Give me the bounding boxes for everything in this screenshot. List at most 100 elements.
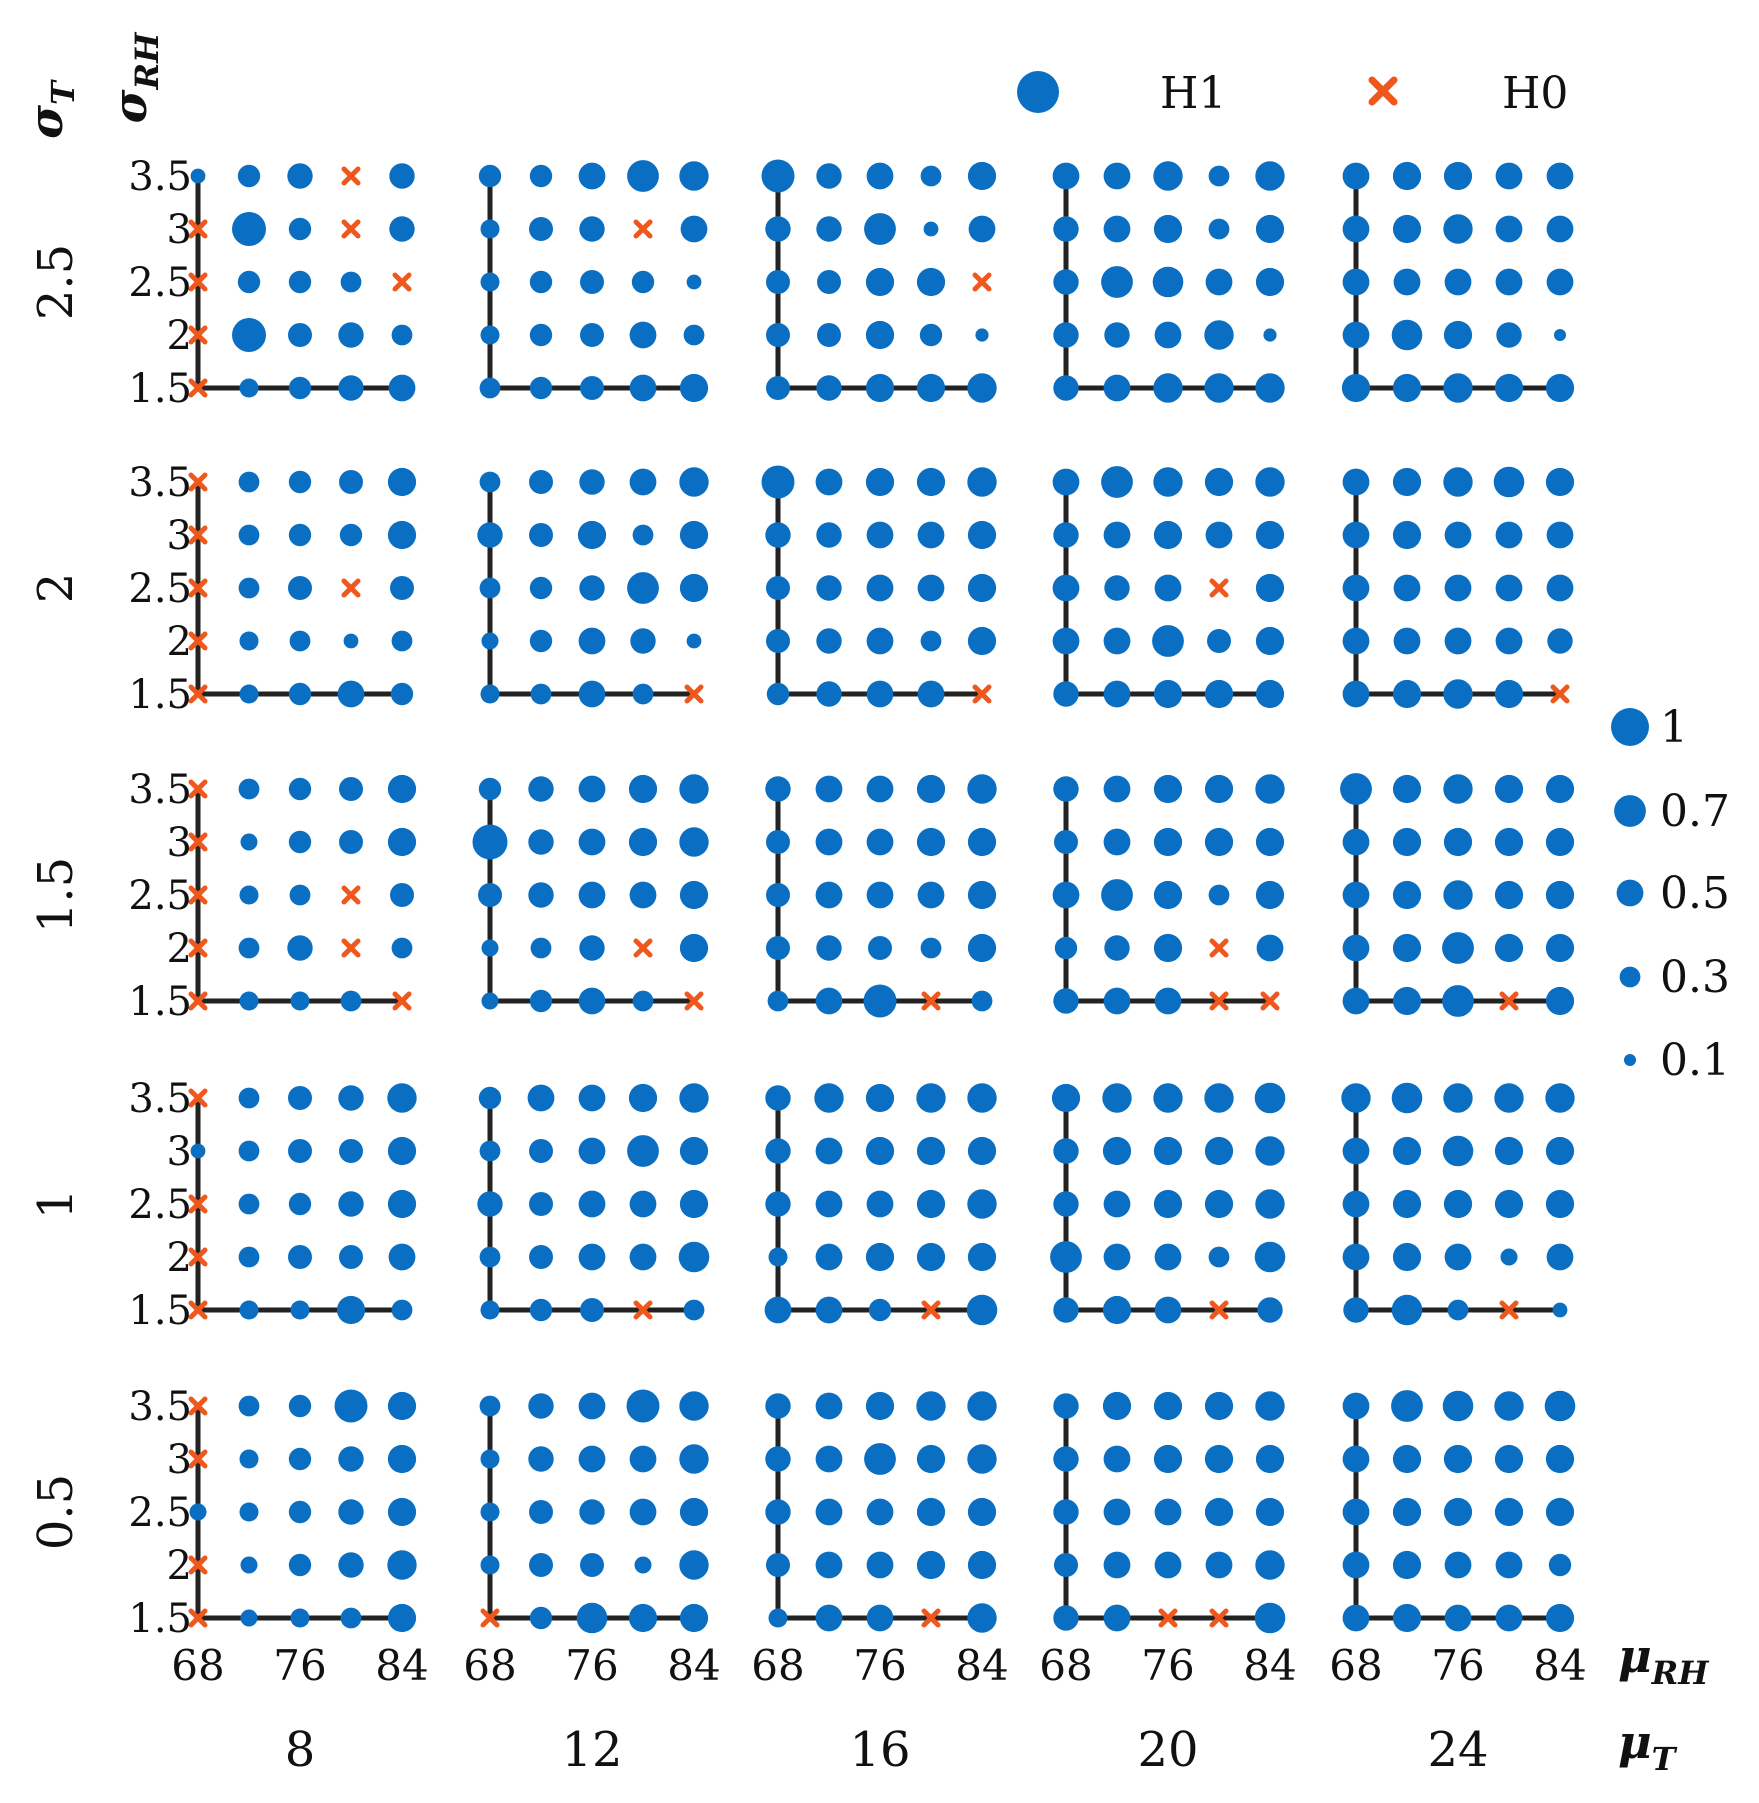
panel-16-1 xyxy=(764,1083,998,1326)
h0-marker-stroke xyxy=(684,684,704,704)
mu-t-label: 24 xyxy=(1427,1722,1488,1778)
h1-point xyxy=(968,215,996,243)
h1-point xyxy=(1052,574,1080,602)
h1-point xyxy=(528,829,554,855)
h1-point xyxy=(967,1136,997,1166)
h1-point xyxy=(967,880,997,910)
h1-point xyxy=(1255,573,1285,603)
h1-point xyxy=(1053,681,1079,707)
h1-point xyxy=(816,681,842,707)
h1-point xyxy=(1342,1190,1370,1218)
h1-point xyxy=(1548,1553,1572,1577)
h1-point xyxy=(339,523,363,547)
panel-12-1 xyxy=(477,1083,710,1322)
h1-point xyxy=(815,1604,843,1632)
h1-point xyxy=(683,1299,705,1321)
h1-point xyxy=(238,937,260,959)
mu-rh-tick-label: 84 xyxy=(955,1641,1008,1690)
h0-marker-stroke xyxy=(921,991,941,1011)
h0-marker xyxy=(341,219,361,239)
h1-point xyxy=(578,775,606,803)
h1-point xyxy=(816,522,842,548)
h1-point xyxy=(766,576,790,600)
h1-point xyxy=(1104,575,1130,601)
h1-point xyxy=(238,577,260,599)
h1-point xyxy=(1208,1246,1230,1268)
h1-point xyxy=(815,1243,843,1271)
h1-point xyxy=(479,1140,501,1162)
h0-marker xyxy=(188,1555,208,1575)
h1-point xyxy=(1342,321,1370,349)
h1-point xyxy=(1393,627,1421,655)
h1-point xyxy=(1546,574,1574,602)
h1-point xyxy=(1392,1497,1422,1527)
h0-marker-stroke xyxy=(392,991,412,1011)
h1-point xyxy=(387,1603,417,1633)
h1-point xyxy=(240,1609,258,1627)
sigma-rh-tick-label: 1.5 xyxy=(128,366,192,412)
h1-point xyxy=(1053,776,1079,802)
mu-rh-tick-label: 76 xyxy=(1431,1641,1484,1690)
h1-point xyxy=(1053,1138,1079,1164)
h1-point xyxy=(916,1444,946,1474)
h1-point xyxy=(239,1449,259,1469)
h1-point xyxy=(1545,1189,1575,1219)
h1-point xyxy=(679,774,709,804)
h1-point xyxy=(916,1083,946,1113)
h0-marker-stroke xyxy=(188,578,208,598)
h1-point xyxy=(765,522,791,548)
panel-16-2.5 xyxy=(761,159,997,403)
h1-point xyxy=(766,883,790,907)
h1-point xyxy=(1341,1083,1371,1113)
panel-20-0.5: 68 76 84 xyxy=(1039,1391,1297,1690)
h1-point xyxy=(579,1499,605,1525)
h1-point xyxy=(338,1552,364,1578)
h1-point xyxy=(529,1245,553,1269)
h1-point xyxy=(288,576,312,600)
h1-point xyxy=(629,1190,657,1218)
sigma-rh-tick-label: 2.5 xyxy=(128,1182,192,1228)
h0-marker-stroke xyxy=(1209,1608,1229,1628)
h0-marker-stroke xyxy=(633,219,653,239)
h1-point xyxy=(815,1190,843,1218)
h1-point xyxy=(239,378,259,398)
h1-point xyxy=(480,1300,500,1320)
h1-point xyxy=(239,991,259,1011)
h1-point xyxy=(1392,880,1422,910)
h1-point xyxy=(288,1500,312,1524)
h1-point xyxy=(967,1189,997,1219)
h0-marker xyxy=(684,991,704,1011)
h1-point xyxy=(1444,574,1472,602)
h1-point xyxy=(816,216,842,242)
h1-point xyxy=(1054,936,1078,960)
h1-point xyxy=(865,267,895,297)
h1-point xyxy=(920,937,942,959)
h1-point xyxy=(579,575,605,601)
h0-marker xyxy=(921,1608,941,1628)
h1-point xyxy=(529,576,553,600)
h0-marker-stroke xyxy=(1260,991,1280,1011)
h0-marker xyxy=(188,832,208,852)
h1-point xyxy=(1050,1241,1082,1273)
h1-point xyxy=(967,1550,997,1580)
h1-point xyxy=(628,1083,658,1113)
h1-point xyxy=(865,320,895,350)
h1-point xyxy=(920,165,942,187)
h1-point xyxy=(232,212,266,246)
h0-marker xyxy=(188,779,208,799)
h0-marker-stroke xyxy=(1499,991,1519,1011)
h1-point xyxy=(578,1137,606,1165)
h1-point xyxy=(679,373,709,403)
h0-marker-stroke xyxy=(188,219,208,239)
h1-point xyxy=(1494,1391,1524,1421)
h1-point xyxy=(1443,827,1473,857)
h1-point xyxy=(917,521,945,549)
h1-point xyxy=(764,1296,792,1324)
h0-marker-stroke xyxy=(633,938,653,958)
h1-point xyxy=(629,1445,657,1473)
h1-point xyxy=(1443,373,1473,403)
h0-marker xyxy=(972,272,992,292)
h1-point xyxy=(529,376,553,400)
h1-point xyxy=(1255,774,1285,804)
h1-point xyxy=(1255,373,1285,403)
